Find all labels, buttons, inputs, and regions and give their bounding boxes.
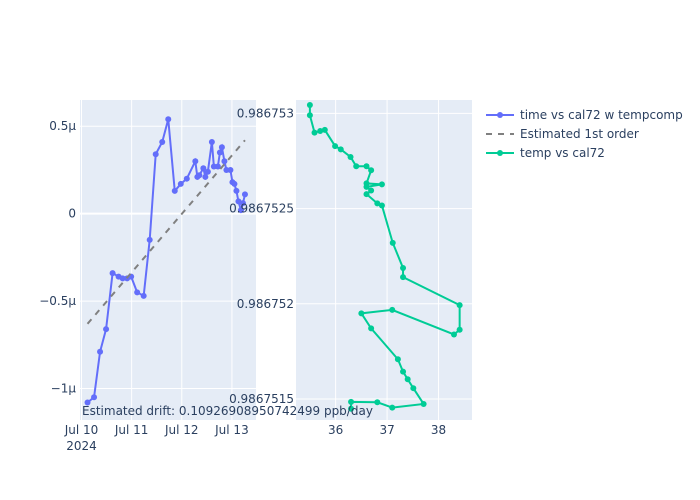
y-tick-label: 0.9867515 <box>229 392 294 406</box>
data-point <box>368 325 375 332</box>
data-point <box>363 183 370 190</box>
data-point <box>183 175 190 182</box>
data-point <box>389 306 396 313</box>
data-point <box>420 401 427 407</box>
data-point <box>204 168 211 175</box>
data-point <box>400 265 407 271</box>
y-tick-label: 0 <box>68 207 76 221</box>
data-point <box>306 101 313 108</box>
y-tick-label: 0.986753 <box>237 106 294 120</box>
data-point <box>196 172 203 179</box>
data-point <box>159 138 166 145</box>
data-point <box>218 144 225 151</box>
legend-marker <box>497 112 503 118</box>
data-point <box>109 270 116 277</box>
data-point <box>221 158 228 165</box>
data-point <box>456 302 463 309</box>
x-tick-label: 38 <box>431 423 446 437</box>
data-point <box>235 198 242 205</box>
y-tick-label: 0.986752 <box>237 297 294 311</box>
data-point <box>231 180 238 187</box>
data-point <box>214 163 221 170</box>
data-point <box>374 399 381 406</box>
x-tick-label: Jul 10 <box>64 423 99 437</box>
data-point <box>450 331 457 338</box>
data-point <box>227 166 234 173</box>
data-point <box>348 405 355 412</box>
data-point <box>404 376 411 383</box>
data-point <box>400 368 407 375</box>
plot-bg-left <box>80 100 256 420</box>
data-point <box>119 275 126 282</box>
data-point <box>353 163 360 170</box>
right-plot: 36 37 38 0.986753 0.9867525 0.986752 0.9867515 <box>229 100 472 437</box>
data-point <box>374 200 381 207</box>
data-point <box>368 187 375 194</box>
data-point <box>91 394 98 401</box>
data-point <box>216 149 223 156</box>
legend-marker <box>497 150 503 156</box>
y-tick-label: 0.5µ <box>49 119 76 133</box>
data-point <box>103 326 110 333</box>
data-point <box>97 348 104 355</box>
y-tick-label: −1µ <box>51 382 77 396</box>
data-point <box>311 129 318 136</box>
data-point <box>400 274 407 281</box>
x-tick-label: Jul 13 <box>214 423 249 437</box>
data-point <box>208 138 215 145</box>
x-tick-label: Jul 11 <box>114 423 149 437</box>
data-point <box>165 116 172 123</box>
data-point <box>233 187 240 194</box>
data-point <box>192 158 199 165</box>
data-point <box>134 289 141 296</box>
legend-label: Estimated 1st order <box>520 127 639 141</box>
data-point <box>410 385 417 392</box>
data-point <box>146 236 153 243</box>
series-line <box>86 139 246 325</box>
x-tick-label: 37 <box>379 423 394 437</box>
data-point <box>237 207 244 214</box>
legend-label: temp vs cal72 <box>520 146 605 160</box>
legend: time vs cal72 w tempcomp Estimated 1st or… <box>486 108 683 160</box>
data-point <box>394 356 401 363</box>
data-point <box>358 310 365 317</box>
data-point <box>456 326 463 333</box>
x-tick-label: Jul 12 <box>164 423 199 437</box>
legend-label: time vs cal72 w tempcomp <box>520 108 683 122</box>
data-point <box>152 151 159 158</box>
data-point <box>348 398 355 405</box>
data-point <box>337 146 344 153</box>
data-point <box>389 404 396 411</box>
data-point <box>363 163 370 170</box>
data-point <box>368 167 375 174</box>
data-point <box>171 187 178 194</box>
data-point <box>378 181 385 188</box>
y-tick-label: −0.5µ <box>39 294 76 308</box>
data-point <box>389 239 396 246</box>
data-point <box>140 292 147 299</box>
x-tick-label: 36 <box>328 423 343 437</box>
x-tick-sublabel: 2024 <box>66 439 97 453</box>
plot-bg-right <box>296 100 472 420</box>
data-point <box>317 128 324 135</box>
data-point <box>84 399 91 406</box>
data-point <box>177 180 184 187</box>
data-point <box>306 112 313 119</box>
left-plot: Jul 10 2024 Jul 11 Jul 12 Jul 13 0.5µ 0 −0.5µ −1… <box>39 100 256 453</box>
data-point <box>321 126 328 133</box>
data-point <box>347 153 354 160</box>
data-point <box>363 191 370 198</box>
data-point <box>378 202 385 209</box>
data-point <box>200 165 207 172</box>
data-point <box>202 173 209 180</box>
data-point <box>239 200 246 207</box>
drift-annotation: Estimated drift: 0.10926908950742499 ppb… <box>82 404 373 418</box>
y-tick-label: 0.9867525 <box>229 202 294 216</box>
data-point <box>332 143 339 150</box>
data-point <box>241 191 248 198</box>
